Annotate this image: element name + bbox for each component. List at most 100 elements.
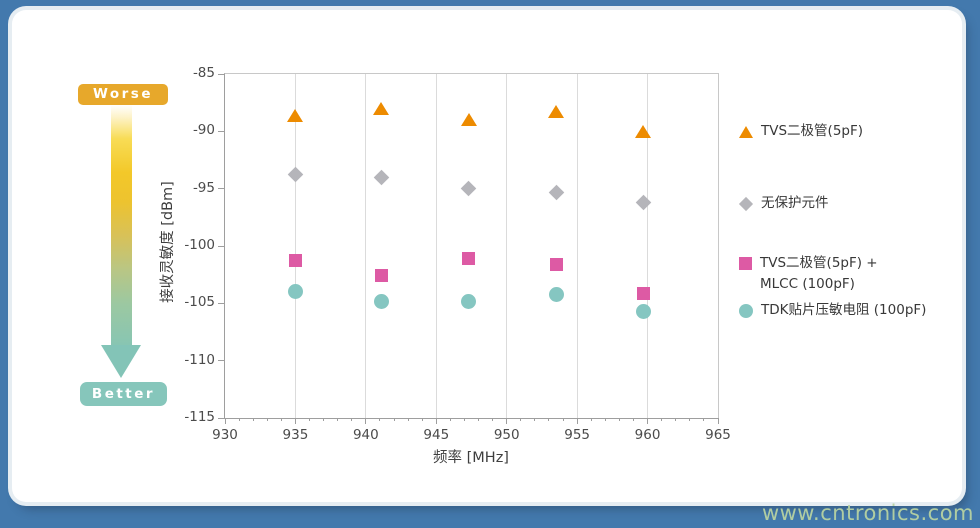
- y-major-tick: [218, 302, 225, 304]
- x-major-tick: [576, 418, 578, 424]
- worse-better-gradient-arrow: [111, 105, 132, 347]
- x-minor-tick: [337, 418, 339, 421]
- x-axis-title: 频率 [MHz]: [433, 450, 509, 466]
- y-tick-label: -100: [184, 237, 215, 253]
- data-point-diamond: [287, 167, 304, 183]
- x-minor-tick: [393, 418, 395, 421]
- square-marker-icon: [739, 257, 752, 270]
- gridline: [435, 74, 437, 418]
- data-point-square: [636, 286, 650, 300]
- x-minor-tick: [309, 418, 310, 421]
- x-minor-tick: [548, 418, 550, 421]
- x-minor-tick: [280, 418, 282, 421]
- x-minor-tick: [520, 418, 522, 421]
- x-minor-tick: [252, 418, 254, 421]
- x-minor-tick: [379, 418, 381, 421]
- data-point-circle: [635, 303, 651, 319]
- y-major-tick: [218, 417, 225, 419]
- legend-item-tvs-diode: TVS二极管(5pF): [739, 121, 863, 142]
- y-major-tick: [218, 188, 225, 190]
- x-major-tick: [224, 418, 226, 424]
- x-minor-tick: [492, 418, 494, 421]
- data-point-diamond: [373, 169, 390, 185]
- x-minor-tick: [478, 418, 480, 421]
- y-tick-label: -90: [192, 122, 215, 139]
- legend-label: 无保护元件: [761, 195, 829, 211]
- y-tick-label: -110: [184, 351, 215, 368]
- arrow-down-icon: [101, 345, 141, 378]
- y-tick-label: -85: [192, 65, 215, 81]
- better-badge: Better: [80, 382, 167, 406]
- diamond-marker-icon: [738, 196, 754, 211]
- gridline: [576, 74, 578, 418]
- x-minor-tick: [266, 418, 268, 421]
- worse-badge: Worse: [78, 84, 168, 105]
- data-point-diamond: [548, 184, 564, 200]
- x-minor-tick: [351, 418, 353, 421]
- x-major-tick: [294, 418, 296, 424]
- y-major-tick: [218, 360, 225, 362]
- legend-item-tdk-varistor: TDK贴片压敏电阻 (100pF): [739, 300, 926, 321]
- x-tick-label: 965: [705, 427, 731, 443]
- x-minor-tick: [421, 418, 423, 421]
- data-point-diamond: [635, 194, 652, 211]
- x-minor-tick: [463, 418, 465, 421]
- legend-item-tvs-mlcc: TVS二极管(5pF) + MLCC (100pF): [739, 253, 878, 295]
- legend-item-no-protection: 无保护元件: [738, 193, 829, 214]
- x-major-tick: [435, 418, 437, 424]
- legend-label: TDK贴片压敏电阻 (100pF): [761, 302, 927, 318]
- x-minor-tick: [689, 418, 691, 421]
- triangle-marker-icon: [739, 125, 753, 138]
- x-minor-tick: [632, 418, 634, 421]
- y-major-tick: [218, 130, 225, 132]
- x-minor-tick: [675, 418, 677, 421]
- data-point-triangle: [460, 113, 477, 127]
- x-major-tick: [506, 418, 508, 424]
- legend-label: TVS二极管(5pF) + MLCC (100pF): [760, 255, 878, 292]
- gridline: [647, 74, 649, 418]
- x-minor-tick: [703, 418, 705, 421]
- data-point-triangle: [373, 101, 390, 115]
- x-tick-label: 960: [634, 427, 661, 443]
- x-major-tick: [717, 418, 719, 424]
- data-point-triangle: [548, 105, 564, 119]
- x-minor-tick: [604, 418, 606, 421]
- x-minor-tick: [323, 418, 325, 421]
- data-point-diamond: [460, 180, 477, 197]
- plot-area: 930 935 940 945 950 955 960 965 -85 -90 -95 -100 -10…: [184, 65, 731, 443]
- x-tick-label: 935: [282, 427, 309, 443]
- x-major-tick: [365, 418, 367, 424]
- data-point-square: [288, 254, 302, 268]
- legend-label: TVS二极管(5pF): [761, 123, 864, 139]
- x-minor-tick: [618, 418, 620, 421]
- x-tick-label: 940: [352, 427, 379, 443]
- data-point-triangle: [287, 108, 304, 122]
- y-major-tick: [218, 73, 225, 75]
- x-minor-tick: [449, 418, 451, 421]
- x-minor-tick: [238, 418, 240, 421]
- y-major-tick: [218, 245, 225, 247]
- x-tick-label: 945: [423, 427, 450, 443]
- x-minor-tick: [590, 418, 592, 421]
- data-point-circle: [373, 293, 389, 309]
- data-point-circle: [287, 284, 303, 300]
- gridline: [294, 74, 296, 418]
- watermark: www.cntronics.com: [761, 501, 974, 525]
- data-point-square: [549, 257, 563, 271]
- data-point-square: [462, 252, 476, 266]
- gridline: [365, 74, 367, 418]
- x-minor-tick: [562, 418, 564, 421]
- y-tick-label: -95: [192, 179, 215, 196]
- y-tick-label: -115: [184, 409, 215, 425]
- x-minor-tick: [534, 418, 536, 421]
- data-point-circle: [461, 293, 477, 309]
- x-tick-label: 955: [564, 427, 591, 443]
- circle-marker-icon: [739, 303, 753, 318]
- y-tick-label: -105: [184, 294, 215, 311]
- gridline: [506, 74, 508, 418]
- x-minor-tick: [407, 418, 409, 421]
- data-point-square: [374, 269, 388, 283]
- x-major-tick: [647, 418, 649, 424]
- data-point-circle: [548, 286, 564, 302]
